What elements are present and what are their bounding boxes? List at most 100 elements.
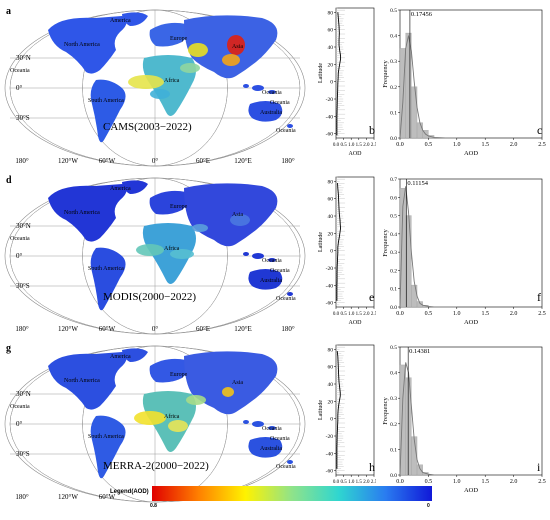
lon-tick-label: 60°E xyxy=(196,325,210,333)
histogram-f: 0.11154 0.0 0.1 0.2 0.3 0.4 0.5 0.6 0.7 0.0 0.5 1.0… xyxy=(382,177,546,326)
region-label-oceania: Oceania xyxy=(276,128,296,134)
xtick-label: 1.5 xyxy=(481,479,489,485)
x-axis-label: AOD xyxy=(464,319,478,326)
ytick-label: 0.0 xyxy=(390,305,397,311)
lon-tick-label: 60°W xyxy=(99,325,116,333)
xtick-label: 2.0 xyxy=(510,142,517,148)
histogram-bar xyxy=(416,301,423,308)
ytick-label: -60 xyxy=(326,301,334,307)
island-landmass xyxy=(268,258,276,262)
ytick-label: 0.5 xyxy=(390,8,397,14)
ytick-label: 0.1 xyxy=(390,447,397,453)
lon-tick-label: 120°W xyxy=(58,325,78,333)
latitude-profile-b: 80 60 40 20 0 -20 -40 -60 0.0 0.5 1.0 1.5 2.0 2.5 AOD L… xyxy=(318,7,376,156)
ytick-label: 0.0 xyxy=(390,473,397,479)
ytick-label: 0.2 xyxy=(390,268,397,274)
histogram-bar xyxy=(411,284,418,308)
legend-color-bar xyxy=(152,486,432,501)
peak-value-label: 0.11154 xyxy=(407,180,428,187)
ytick-label: 80 xyxy=(328,179,334,185)
lon-tick-label: 180° xyxy=(15,493,29,501)
histogram-bar xyxy=(411,86,418,139)
island-landmass xyxy=(243,84,249,88)
panel-label-e: e xyxy=(369,290,375,304)
xtick-label: 1.0 xyxy=(453,479,461,485)
region-label-south-america: South America xyxy=(88,266,124,272)
xtick-label: 1.0 xyxy=(453,142,461,148)
y-axis-label: Latitude xyxy=(318,400,324,420)
region-label-asia: Asia xyxy=(232,380,243,386)
xtick-label: 1.0 xyxy=(453,311,461,317)
region-label-oceania: Oceania xyxy=(270,436,290,442)
ytick-label: 60 xyxy=(328,197,334,203)
plot-frame xyxy=(399,346,543,476)
europe-landmass xyxy=(149,190,189,215)
lon-tick-label: 180° xyxy=(15,325,29,333)
xtick-label: 2.0 xyxy=(510,479,517,485)
peak-value-label: 0.14381 xyxy=(409,348,430,355)
fit-curve xyxy=(399,186,457,308)
island-landmass xyxy=(268,426,276,430)
region-label-oceania: Oceania xyxy=(262,426,282,432)
region-label-europe: Europe xyxy=(170,36,188,42)
xtick-label: 0.0 xyxy=(333,143,340,148)
aod-hotspot xyxy=(186,395,206,405)
lon-tick-label: 0° xyxy=(152,325,159,333)
ytick-label: 0.7 xyxy=(390,177,397,183)
panel-label-h: h xyxy=(369,460,375,474)
histogram-bar xyxy=(405,32,412,139)
ytick-label: 80 xyxy=(328,10,334,16)
histogram-i: 0.14381 0.0 0.1 0.2 0.3 0.4 0.5 0.0 0.5 1.0 1.5 2.0… xyxy=(382,345,546,494)
lon-tick-label: 120°W xyxy=(58,493,78,501)
xtick-label: 1.5 xyxy=(481,142,489,148)
region-label-europe: Europe xyxy=(170,204,188,210)
x-axis-label: AOD xyxy=(464,150,478,157)
xtick-label: 0.0 xyxy=(333,480,340,485)
lat-tick-label: 30°N xyxy=(16,390,31,398)
region-label-asia: Asia xyxy=(232,212,243,218)
north-america-landmass xyxy=(48,184,127,242)
region-label-oceania: Oceania xyxy=(270,268,290,274)
aod-hotspot xyxy=(170,249,194,259)
lat-tick-label: 0° xyxy=(16,420,23,428)
lat-tick-label: 30°N xyxy=(16,54,31,62)
fit-curve xyxy=(399,362,457,476)
y-axis-label: Latitude xyxy=(318,232,324,252)
ytick-label: 0.5 xyxy=(390,345,397,351)
island-landmass xyxy=(268,90,276,94)
lat-tick-label: 0° xyxy=(16,84,23,92)
xtick-label: 1.0 xyxy=(348,312,355,317)
island-landmass xyxy=(243,252,249,256)
island-landmass xyxy=(287,124,293,128)
lon-tick-label: 60°E xyxy=(196,157,210,165)
region-label-oceania: Oceania xyxy=(276,464,296,470)
region-label-europe: Europe xyxy=(170,372,188,378)
map-title-modis: MODIS(2000−2022) xyxy=(103,291,196,303)
lon-tick-label: 120°W xyxy=(58,157,78,165)
xtick-label: 1.0 xyxy=(348,143,355,148)
africa-landmass xyxy=(142,223,196,284)
region-labels: North America South America Europe Asia Afri… xyxy=(10,18,296,134)
latitude-profile-e: 80 60 40 20 0 -20 -40 -60 0.0 0.5 1.0 1.5 2.0 2.5 AOD L… xyxy=(318,176,376,325)
region-label-australia: Australia xyxy=(260,278,282,284)
aod-hotspot xyxy=(188,43,208,57)
ytick-label: 0.6 xyxy=(390,195,397,201)
xtick-label: 0.0 xyxy=(333,312,340,317)
map-title-merra: MERRA-2(2000−2022) xyxy=(103,460,209,472)
region-label-oceania: Oceania xyxy=(276,296,296,302)
lat-tick-label: 30°S xyxy=(16,282,30,290)
lon-tick-label: 0° xyxy=(152,157,159,165)
ytick-label: -40 xyxy=(326,283,334,289)
region-label-africa: Africa xyxy=(164,245,180,252)
panel-label-a: a xyxy=(6,6,11,17)
xtick-label: 2.0 xyxy=(363,143,370,148)
asia-landmass xyxy=(184,351,278,415)
aod-hotspot xyxy=(222,54,240,66)
south-america-landmass xyxy=(90,79,126,143)
region-label-north-america: North America xyxy=(64,210,100,216)
aod-hotspot xyxy=(150,89,170,99)
ytick-label: -40 xyxy=(326,114,334,120)
panel-label-c: c xyxy=(537,123,543,137)
aod-hotspot xyxy=(230,214,250,226)
legend-title: Legend(AOD) xyxy=(110,489,149,495)
